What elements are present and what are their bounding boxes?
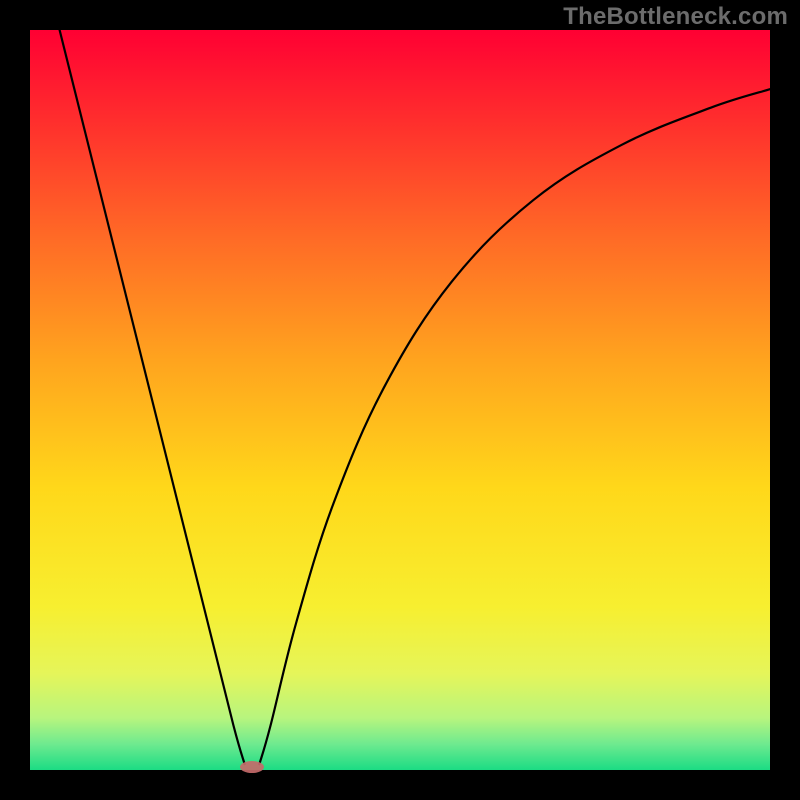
bottleneck-chart bbox=[0, 0, 800, 800]
chart-stage: TheBottleneck.com bbox=[0, 0, 800, 800]
watermark-text: TheBottleneck.com bbox=[563, 3, 788, 31]
optimum-marker bbox=[240, 761, 264, 773]
plot-background bbox=[30, 30, 770, 770]
